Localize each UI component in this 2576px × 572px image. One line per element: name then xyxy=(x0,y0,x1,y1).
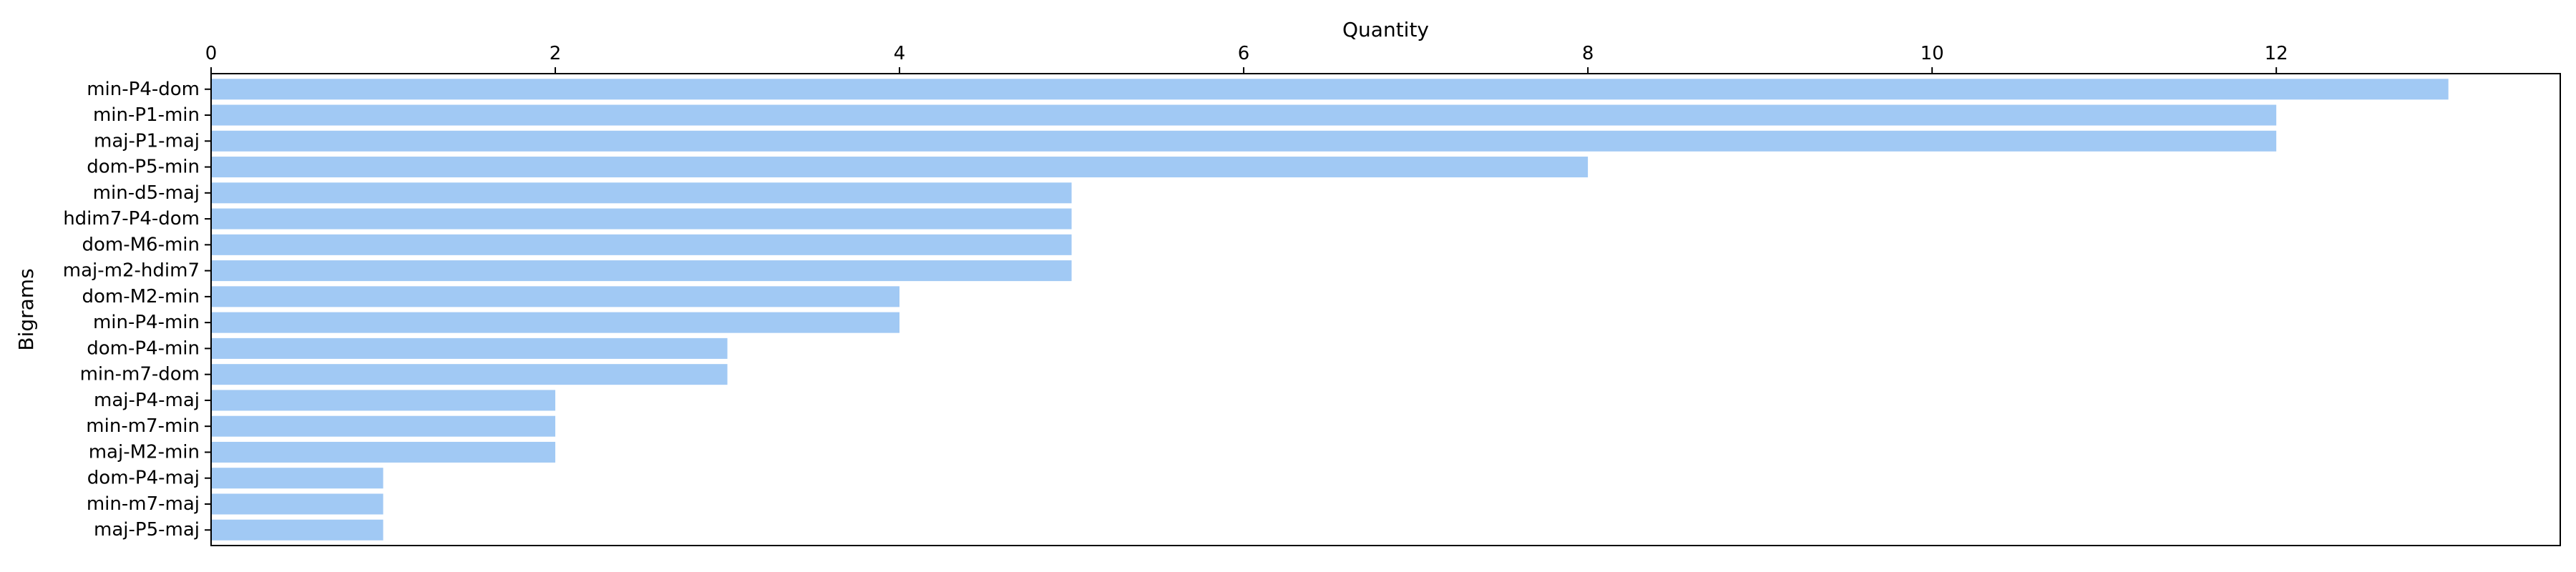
y-tick-label: min-m7-maj xyxy=(87,493,200,515)
y-tick-label: maj-P5-maj xyxy=(94,519,200,541)
x-tick-label: 4 xyxy=(894,43,906,64)
y-axis-ticks: min-P4-dom min-P1-min maj-P1-maj dom-P5-min… xyxy=(63,79,211,541)
y-tick-label: maj-P4-maj xyxy=(94,390,200,411)
bar-min-m7-maj xyxy=(211,493,384,515)
y-tick-label: min-P4-dom xyxy=(87,79,200,100)
y-tick-label: maj-P1-maj xyxy=(94,130,200,152)
y-tick-label: min-P1-min xyxy=(93,104,200,126)
bars-layer xyxy=(211,79,2449,541)
y-tick-label: min-P4-min xyxy=(93,312,200,333)
y-axis-label: Bigrams xyxy=(14,268,38,350)
y-tick-label: dom-M2-min xyxy=(82,286,200,307)
bar-min-P1-min xyxy=(211,104,2277,126)
bar-dom-P5-min xyxy=(211,157,1589,178)
y-tick-label: min-d5-maj xyxy=(93,182,200,204)
bar-maj-m2-hdim7 xyxy=(211,260,1072,282)
bar-min-P4-dom xyxy=(211,79,2449,100)
bar-hdim7-P4-dom xyxy=(211,208,1072,230)
x-tick-label: 6 xyxy=(1238,43,1250,64)
bar-dom-P4-min xyxy=(211,337,728,359)
bar-maj-P1-maj xyxy=(211,130,2277,152)
bar-maj-P4-maj xyxy=(211,390,556,411)
x-tick-label: 0 xyxy=(205,43,218,64)
bar-dom-M6-min xyxy=(211,234,1072,255)
bar-dom-P4-maj xyxy=(211,468,384,489)
bar-min-d5-maj xyxy=(211,182,1072,204)
plot-frame xyxy=(210,73,2561,546)
y-tick-label: hdim7-P4-dom xyxy=(63,208,200,230)
bar-maj-M2-min xyxy=(211,441,556,463)
x-tick-label: 2 xyxy=(550,43,562,64)
bar-min-m7-min xyxy=(211,415,556,437)
x-tick-label: 8 xyxy=(1582,43,1594,64)
y-tick-label: dom-M6-min xyxy=(82,234,200,255)
bar-maj-P5-maj xyxy=(211,519,384,541)
x-tick-label: 12 xyxy=(2265,43,2288,64)
bar-dom-M2-min xyxy=(211,286,900,307)
y-tick-label: maj-M2-min xyxy=(89,441,200,463)
bar-min-m7-dom xyxy=(211,364,728,385)
y-tick-label: dom-P5-min xyxy=(87,157,200,178)
y-tick-label: min-m7-dom xyxy=(80,364,200,385)
x-tick-label: 10 xyxy=(1921,43,1944,64)
y-tick-label: maj-m2-hdim7 xyxy=(63,260,200,282)
y-tick-label: dom-P4-min xyxy=(87,337,200,359)
x-axis-label: Quantity xyxy=(1342,18,1429,41)
x-axis-ticks: 0 2 4 6 8 10 12 xyxy=(205,43,2288,74)
bar-min-P4-min xyxy=(211,312,900,333)
y-tick-label: min-m7-min xyxy=(86,415,200,437)
y-tick-label: dom-P4-maj xyxy=(87,468,200,489)
